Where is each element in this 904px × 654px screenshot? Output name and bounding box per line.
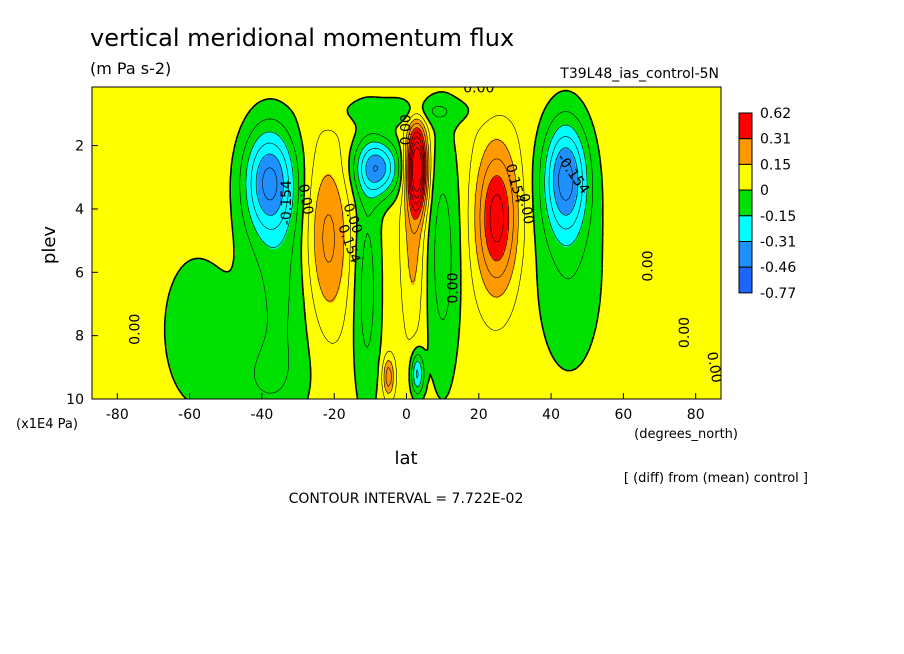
contour-line <box>412 146 422 193</box>
x-tick-label: 40 <box>542 407 560 423</box>
x-axis: -80 -60 -40 -20 0 20 40 60 80 <box>106 393 705 423</box>
contour-line <box>322 122 514 387</box>
x-tick-label: -40 <box>250 407 273 423</box>
dataset-label: T39L48_ias_control-5N <box>559 66 719 82</box>
y-tick-label: 6 <box>75 265 84 281</box>
contour-line <box>255 147 579 216</box>
y-tick-label: 8 <box>75 329 84 345</box>
x-tick-label: -80 <box>106 407 129 423</box>
chart-title: vertical meridional momentum flux <box>90 24 514 52</box>
contour-line <box>408 131 504 243</box>
x-tick-label: 60 <box>614 407 632 423</box>
contour-line <box>239 106 593 395</box>
contour-line <box>262 160 574 201</box>
x-tick-label: 80 <box>687 407 705 423</box>
contour-line <box>314 118 519 394</box>
y-tick-label: 10 <box>66 392 84 408</box>
contour-label: 0.00 <box>446 273 462 304</box>
contour-label: 0.00 <box>295 183 316 216</box>
legend-swatch <box>738 241 753 268</box>
contour-label: -0.154 <box>279 180 295 225</box>
contour-line <box>163 89 604 399</box>
contour-label: 0.00 <box>399 114 415 145</box>
contour-line <box>245 124 588 388</box>
contour-label: 0.00 <box>515 192 536 225</box>
contour-line <box>407 127 510 262</box>
contour-line <box>410 141 424 199</box>
contour-lines <box>163 89 604 399</box>
legend-label: -0.31 <box>760 235 796 251</box>
legend-swatch <box>738 112 753 140</box>
legend-swatch <box>738 215 753 243</box>
contour-line <box>250 136 583 379</box>
legend-swatch <box>738 163 753 191</box>
legend-swatch <box>738 189 753 217</box>
contour-field <box>92 87 721 399</box>
legend-swatch <box>738 138 753 165</box>
contour-label: 0.00 <box>641 250 657 281</box>
legend-swatch <box>738 266 753 294</box>
legend-label: 0.31 <box>760 132 791 148</box>
contour-line <box>409 136 425 205</box>
legend-label: -0.77 <box>760 286 796 302</box>
x-axis-units: (degrees_north) <box>634 427 738 442</box>
y-axis-label: plev <box>39 226 60 265</box>
plot-area: 0.000.000.00-0.154 0.000.1540.1540.00-0.1… <box>92 81 724 399</box>
contour-labels: 0.000.000.00-0.154 0.000.1540.1540.00-0.1… <box>127 81 724 384</box>
y-axis: 2 4 6 8 10 <box>66 139 98 408</box>
contour-label: 0.00 <box>677 317 693 348</box>
contour-label: 0.00 <box>703 351 724 384</box>
y-tick-label: 4 <box>75 202 84 218</box>
x-tick-label: -60 <box>178 407 201 423</box>
y-tick-label: 2 <box>75 139 84 155</box>
legend-label: 0.62 <box>760 106 791 122</box>
diff-note: [ (diff) from (mean) control ] <box>624 471 808 486</box>
legend-label: -0.46 <box>760 260 796 276</box>
x-tick-label: -20 <box>323 407 346 423</box>
legend-label: 0 <box>760 183 769 199</box>
contour-line <box>307 113 525 399</box>
contour-label: 0.00 <box>127 314 143 345</box>
chart-units: (m Pa s-2) <box>90 59 171 78</box>
x-tick-label: 0 <box>402 407 411 423</box>
y-axis-units: (x1E4 Pa) <box>16 417 78 432</box>
contour-label: 0.00 <box>463 81 494 97</box>
x-tick-label: 20 <box>470 407 488 423</box>
contour-interval: CONTOUR INTERVAL = 7.722E-02 <box>289 491 524 507</box>
legend-label: 0.15 <box>760 157 791 173</box>
x-axis-label: lat <box>394 448 417 469</box>
colorbar-legend: 0.62 0.31 0.15 0 -0.15 -0.31 -0.46 -0.77 <box>738 106 796 302</box>
legend-label: -0.15 <box>760 209 796 225</box>
